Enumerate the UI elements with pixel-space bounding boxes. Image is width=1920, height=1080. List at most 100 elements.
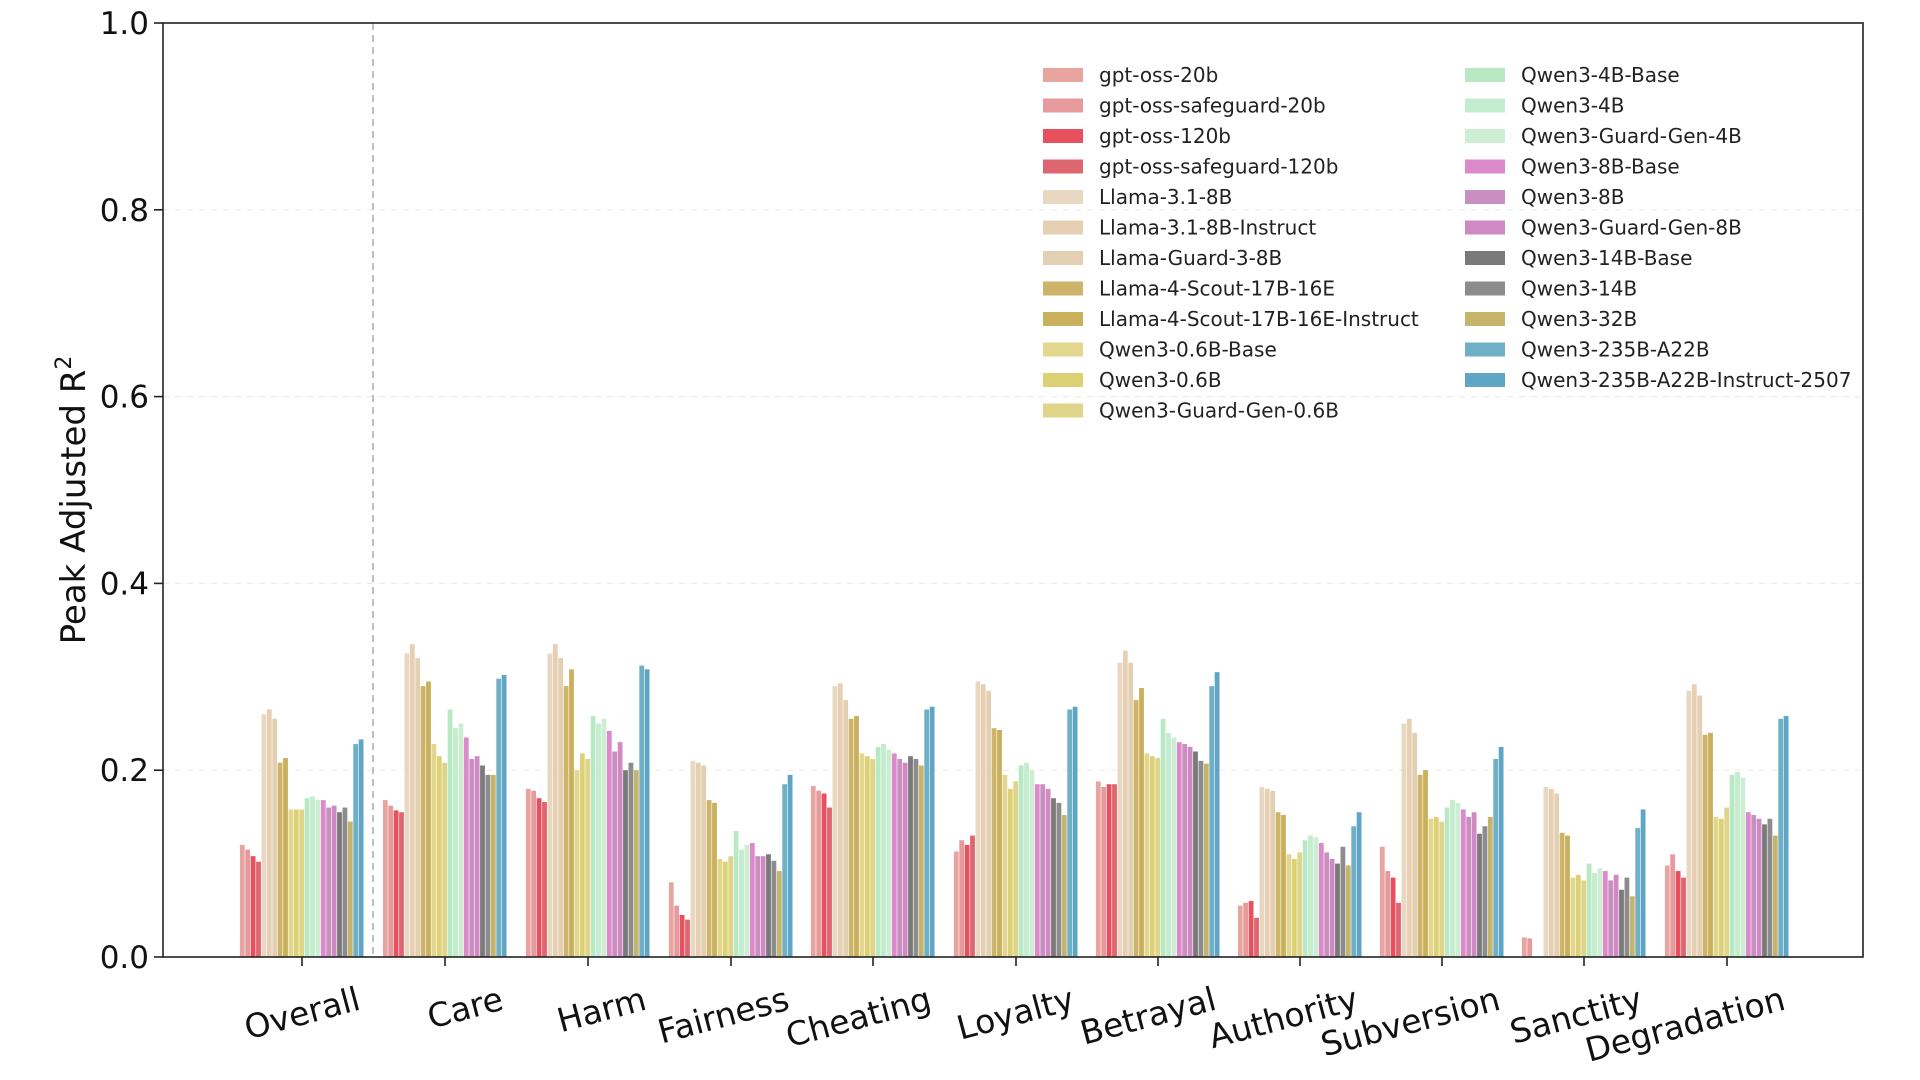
bar-betrayal-llama-4-scout-17b-16e — [1133, 700, 1139, 957]
bar-sanctity-llama-4-scout-17b-16e — [1559, 832, 1565, 957]
bar-sanctity-qwen3-guard-gen-8b — [1613, 874, 1619, 957]
bar-authority-qwen3-guard-gen-0-6b — [1297, 852, 1303, 957]
bar-cheating-qwen3-8b — [897, 758, 903, 957]
legend-entry-qwen3-4b-base: Qwen3-4B-Base — [1465, 63, 1680, 87]
bar-care-qwen3-8b — [469, 758, 475, 957]
bar-fairness-qwen3-4b-base — [733, 830, 739, 957]
legend-swatch — [1465, 98, 1505, 113]
bar-overall-gpt-oss-20b — [239, 844, 245, 957]
legend-label: Qwen3-32B — [1521, 307, 1637, 331]
bar-degradation-qwen3-0-6b-base — [1713, 816, 1719, 957]
bar-subversion-qwen3-guard-gen-4b — [1455, 802, 1461, 957]
legend-swatch — [1465, 220, 1505, 235]
bar-harm-llama-guard-3-8b — [558, 658, 564, 957]
bar-subversion-llama-4-scout-17b-16e — [1417, 774, 1423, 957]
legend-swatch — [1043, 373, 1083, 387]
bar-subversion-qwen3-235b-a22b — [1493, 758, 1499, 957]
bar-cheating-qwen3-guard-gen-0-6b — [870, 758, 876, 957]
legend-swatch — [1043, 281, 1083, 296]
bar-overall-qwen3-14b — [342, 807, 348, 957]
bar-fairness-llama-4-scout-17b-16e-instruct — [712, 802, 717, 957]
bar-group-overall — [239, 709, 364, 957]
bar-fairness-gpt-oss-120b — [679, 914, 685, 957]
legend-swatch — [1043, 98, 1083, 113]
legend-label: Qwen3-8B-Base — [1521, 155, 1680, 179]
bar-authority-llama-3-1-8b — [1259, 787, 1265, 957]
bar-degradation-gpt-oss-safeguard-20b — [1670, 854, 1676, 957]
bar-care-qwen3-235b-a22b — [496, 678, 502, 957]
legend-label: Qwen3-8B — [1521, 185, 1624, 209]
legend-entry-qwen3-guard-gen-0-6b: Qwen3-Guard-Gen-0.6B — [1043, 399, 1339, 423]
bar-subversion-qwen3-235b-a22b-instruct-2507 — [1498, 746, 1504, 957]
bar-care-gpt-oss-safeguard-120b — [399, 812, 404, 957]
bar-care-gpt-oss-120b — [393, 810, 399, 957]
bar-betrayal-qwen3-4b-base — [1160, 718, 1166, 957]
legend-label: Qwen3-235B-A22B-Instruct-2507 — [1521, 368, 1851, 392]
bar-degradation-qwen3-32b — [1772, 835, 1778, 957]
bar-harm-llama-4-scout-17b-16e — [563, 686, 569, 957]
bar-harm-qwen3-0-6b — [579, 753, 585, 957]
legend-entry-gpt-oss-120b: gpt-oss-120b — [1043, 124, 1231, 148]
bar-fairness-qwen3-8b-base — [749, 843, 755, 957]
bar-betrayal-llama-guard-3-8b — [1128, 662, 1134, 957]
bar-harm-gpt-oss-safeguard-120b — [542, 801, 547, 957]
legend-label: Qwen3-Guard-Gen-8B — [1521, 216, 1742, 240]
bar-authority-qwen3-0-6b — [1291, 858, 1297, 957]
bar-betrayal-gpt-oss-safeguard-20b — [1101, 787, 1107, 957]
bar-loyalty-qwen3-guard-gen-8b — [1045, 788, 1051, 957]
bar-harm-gpt-oss-120b — [536, 798, 542, 957]
legend-entry-llama-3-1-8b: Llama-3.1-8B — [1043, 185, 1232, 209]
bar-authority-gpt-oss-20b — [1237, 905, 1243, 957]
bar-overall-llama-3-1-8b-instruct — [266, 709, 272, 957]
bar-degradation-llama-4-scout-17b-16e-instruct — [1708, 732, 1713, 957]
bar-harm-qwen3-235b-a22b — [639, 665, 645, 957]
bar-care-llama-4-scout-17b-16e — [420, 686, 426, 957]
bar-overall-qwen3-235b-a22b-instruct-2507 — [358, 739, 364, 957]
bar-sanctity-qwen3-14b — [1624, 877, 1630, 957]
legend-entry-qwen3-guard-gen-4b: Qwen3-Guard-Gen-4B — [1465, 124, 1742, 148]
bar-subversion-llama-4-scout-17b-16e-instruct — [1423, 770, 1428, 957]
bar-sanctity-qwen3-14b-base — [1619, 889, 1624, 957]
y-axis-title-text: Peak Adjusted R — [54, 370, 94, 645]
bar-fairness-qwen3-235b-a22b — [782, 784, 788, 957]
bar-loyalty-qwen3-14b-base — [1051, 798, 1056, 957]
bar-degradation-qwen3-235b-a22b — [1778, 718, 1784, 957]
bar-cheating-qwen3-235b-a22b — [924, 709, 930, 957]
legend-swatch — [1465, 342, 1505, 357]
bar-subversion-qwen3-4b — [1450, 800, 1455, 957]
bar-authority-llama-4-scout-17b-16e-instruct — [1281, 815, 1286, 957]
bar-betrayal-qwen3-guard-gen-4b — [1171, 737, 1177, 957]
legend-label: Llama-4-Scout-17B-16E-Instruct — [1099, 307, 1419, 331]
bar-overall-qwen3-14b-base — [337, 812, 342, 957]
bar-fairness-qwen3-8b — [755, 856, 761, 957]
legend-label: gpt-oss-20b — [1099, 63, 1218, 87]
bar-authority-qwen3-14b-base — [1335, 863, 1340, 957]
bar-care-qwen3-guard-gen-8b — [474, 756, 480, 957]
y-tick-label-4: 0.8 — [100, 193, 149, 229]
bar-fairness-qwen3-235b-a22b-instruct-2507 — [787, 774, 793, 957]
bar-subversion-qwen3-14b — [1482, 826, 1488, 957]
gridlines — [163, 209, 1863, 771]
y-tick-label-5: 1.0 — [100, 6, 149, 42]
legend-label: Llama-3.1-8B — [1099, 185, 1232, 209]
bar-harm-qwen3-235b-a22b-instruct-2507 — [644, 669, 650, 957]
bar-loyalty-qwen3-235b-a22b — [1067, 709, 1073, 957]
bar-harm-gpt-oss-20b — [525, 788, 531, 957]
bar-fairness-qwen3-guard-gen-8b — [760, 856, 766, 957]
bar-subversion-qwen3-32b — [1487, 816, 1493, 957]
legend-label: Qwen3-Guard-Gen-0.6B — [1099, 399, 1339, 423]
y-axis-title-superscript: 2 — [52, 356, 77, 370]
legend-swatch — [1465, 159, 1505, 174]
bar-betrayal-qwen3-235b-a22b — [1209, 686, 1215, 957]
bar-harm-qwen3-14b-base — [623, 770, 628, 957]
bar-fairness-qwen3-0-6b-base — [717, 858, 723, 957]
legend-entry-qwen3-0-6b-base: Qwen3-0.6B-Base — [1043, 338, 1277, 362]
y-axis-ticks: 0.0 0.2 0.4 0.6 0.8 1.0 — [100, 6, 163, 976]
bar-cheating-qwen3-235b-a22b-instruct-2507 — [929, 706, 935, 957]
bar-cheating-qwen3-0-6b-base — [859, 753, 865, 957]
bar-betrayal-gpt-oss-20b — [1095, 781, 1101, 957]
bar-betrayal-qwen3-0-6b — [1149, 756, 1155, 957]
bar-degradation-qwen3-guard-gen-8b — [1756, 818, 1762, 957]
bar-authority-qwen3-guard-gen-8b — [1329, 858, 1335, 957]
bar-care-gpt-oss-safeguard-20b — [388, 805, 394, 957]
